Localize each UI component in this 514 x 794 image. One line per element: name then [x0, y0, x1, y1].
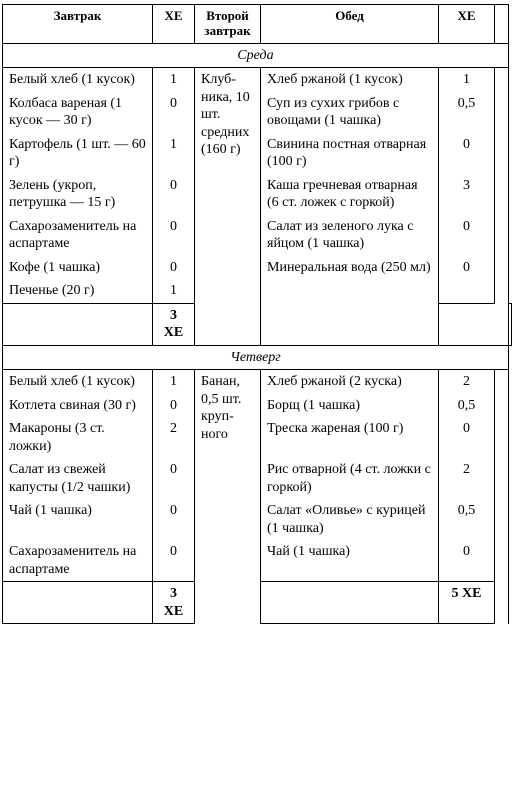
day-thursday: Четверг	[3, 345, 512, 370]
breakfast-xe: 0	[153, 458, 195, 499]
table-row: Белый хлеб (1 кусок) 1 Банан, 0,5 шт. кр…	[3, 370, 512, 394]
breakfast-item: Чай (1 чашка)	[3, 499, 153, 540]
lunch-xe: 0,5	[439, 92, 495, 133]
lunch-xe: 0	[439, 215, 495, 256]
lunch-item: Минеральная вода (250 мл)	[261, 256, 439, 346]
breakfast-xe: 2	[153, 417, 195, 458]
breakfast-xe: 0	[153, 174, 195, 215]
lunch-item: Хлеб ржаной (2 куска)	[261, 370, 439, 394]
breakfast-item: Белый хлеб (1 кусок)	[3, 370, 153, 394]
lunch-total: 4,5 ХЕ	[509, 303, 512, 345]
breakfast-total: 3 ХЕ	[153, 303, 195, 345]
breakfast-xe: 1	[153, 133, 195, 174]
lunch-item: Борщ (1 чашка)	[261, 394, 439, 418]
lunch-xe: 2	[439, 458, 495, 499]
lunch-item: Рис отварной (4 ст. ложки с горкой)	[261, 458, 439, 499]
lunch-item: Чай (1 чашка)	[261, 540, 439, 582]
lunch-xe: 0	[439, 540, 495, 582]
breakfast-xe: 0	[153, 256, 195, 280]
breakfast-xe: 0	[153, 215, 195, 256]
breakfast-item: Котлета свиная (30 г)	[3, 394, 153, 418]
col-xe-breakfast: ХЕ	[153, 5, 195, 44]
second-breakfast: Клуб­ника, 10 шт. средних (160 г)	[195, 68, 261, 346]
breakfast-xe: 0	[153, 540, 195, 582]
breakfast-item: Печенье (20 г)	[3, 279, 153, 303]
lunch-xe: 0,5	[439, 499, 495, 540]
breakfast-total-pad	[3, 582, 153, 624]
table-row: Белый хлеб (1 кусок) 1 Клуб­ника, 10 шт.…	[3, 68, 512, 92]
breakfast-item: Кофе (1 чашка)	[3, 256, 153, 280]
second-breakfast: Банан, 0,5 шт. круп­ного	[195, 370, 261, 624]
breakfast-total: 3 ХЕ	[153, 582, 195, 624]
breakfast-item: Салат из свежей капусты (1/2 чашки)	[3, 458, 153, 499]
trailing-cell	[495, 370, 509, 624]
lunch-item: Свинина постная отварная (100 г)	[261, 133, 439, 174]
breakfast-item: Колбаса вареная (1 кусок — 30 г)	[3, 92, 153, 133]
breakfast-item: Белый хлеб (1 кусок)	[3, 68, 153, 92]
lunch-xe: 1	[439, 68, 495, 92]
trailing-cell	[495, 68, 509, 346]
lunch-xe-blank	[439, 279, 495, 303]
lunch-xe: 0,5	[439, 394, 495, 418]
lunch-item: Треска жареная (100 г)	[261, 417, 439, 458]
lunch-total-pad	[261, 582, 439, 624]
breakfast-xe: 1	[153, 68, 195, 92]
col-xe-lunch: ХЕ	[439, 5, 495, 44]
breakfast-item: Сахарозаменитель на аспартаме	[3, 540, 153, 582]
lunch-xe: 0	[439, 417, 495, 458]
breakfast-xe: 0	[153, 394, 195, 418]
breakfast-item: Макароны (3 ст. ложки)	[3, 417, 153, 458]
meal-plan-page: Завтрак ХЕ Второй завтрак Обед ХЕ Среда …	[0, 0, 514, 632]
breakfast-xe: 1	[153, 370, 195, 394]
col-trailing	[495, 5, 509, 44]
day-title: Среда	[3, 43, 509, 68]
header-row: Завтрак ХЕ Второй завтрак Обед ХЕ	[3, 5, 512, 44]
lunch-xe: 0	[439, 133, 495, 174]
breakfast-xe: 1	[153, 279, 195, 303]
day-title: Четверг	[3, 345, 509, 370]
lunch-xe: 0	[439, 256, 495, 280]
breakfast-item: Картофель (1 шт. — 60 г)	[3, 133, 153, 174]
breakfast-item: Сахарозаменитель на аспартаме	[3, 215, 153, 256]
breakfast-xe: 0	[153, 92, 195, 133]
lunch-xe: 2	[439, 370, 495, 394]
lunch-total-pad	[439, 303, 495, 345]
lunch-xe: 3	[439, 174, 495, 215]
col-breakfast: Завтрак	[3, 5, 153, 44]
day-wednesday: Среда	[3, 43, 512, 68]
col-lunch: Обед	[261, 5, 439, 44]
lunch-item: Хлеб ржаной (1 кусок)	[261, 68, 439, 92]
lunch-item: Каша гречневая от­варная (6 ст. ложек с …	[261, 174, 439, 215]
col-second-breakfast: Второй завтрак	[195, 5, 261, 44]
breakfast-xe: 0	[153, 499, 195, 540]
breakfast-item: Зелень (укроп, петрушка — 15 г)	[3, 174, 153, 215]
breakfast-total-pad	[3, 303, 153, 345]
lunch-item: Салат «Оливье» с курицей (1 чашка)	[261, 499, 439, 540]
lunch-item: Суп из сухих грибов с овощами (1 чашка)	[261, 92, 439, 133]
lunch-total: 5 ХЕ	[439, 582, 495, 624]
meal-table: Завтрак ХЕ Второй завтрак Обед ХЕ Среда …	[2, 4, 512, 624]
lunch-item: Салат из зеленого лука с яйцом (1 чашка)	[261, 215, 439, 256]
